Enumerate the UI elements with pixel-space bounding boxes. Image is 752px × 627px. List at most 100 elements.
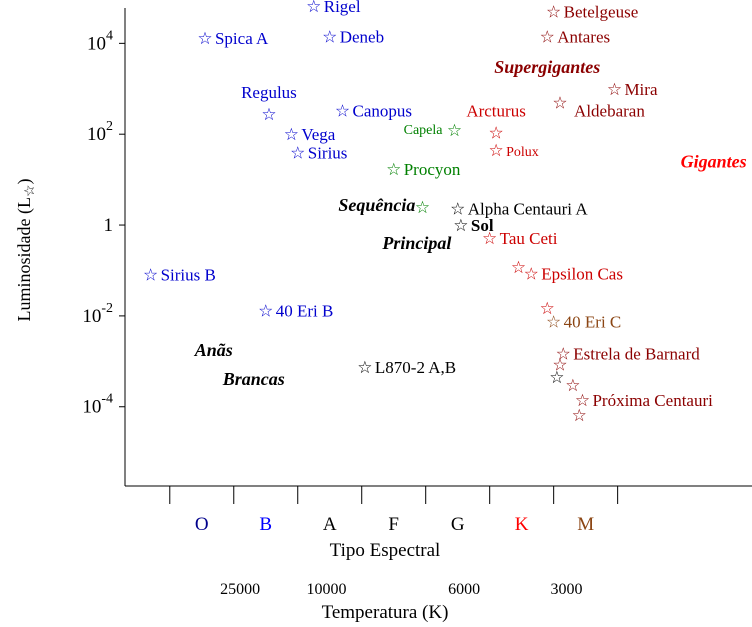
star-label: Antares [557,28,610,47]
star-label: Betelgeuse [564,3,639,22]
star-icon: ☆ [322,28,337,47]
star-icon: ☆ [607,80,622,99]
star-icon: ☆ [511,258,526,277]
star-icon: ☆ [335,102,350,121]
region-label: Anãs [194,340,233,360]
star-point: ☆ Sirius [290,143,347,162]
star-point: ☆ Vega [284,125,336,144]
star-point: ☆ Deneb [322,28,384,47]
star-point: ☆ Mira [607,80,658,99]
star-icon: ☆ [415,198,430,217]
star-icon: ☆ [540,299,555,318]
star-point: ☆Capela [404,121,463,140]
star-icon: ☆ [575,391,590,410]
star-icon: ☆ [565,376,580,395]
star-point: ☆ Sol [453,216,494,235]
star-icon: ☆ [258,302,273,321]
star-label: Spica A [215,29,269,48]
bottom-axis-labels: O B A F G K M 25000 10000 6000 3000 [169,486,619,598]
star-point: ☆ Procyon [386,160,461,179]
star-point: ☆ [415,198,430,217]
temperature-tick-label: 10000 [307,581,347,598]
star-point: ☆ Sirius B [143,265,216,284]
star-icon: ☆ [552,93,567,112]
star-label: Polux [506,145,539,160]
star-point: ☆ 40 Eri B [258,302,333,321]
spectral-class-label: K [515,514,529,535]
star-icon: ☆ [552,356,567,375]
star-point: ☆ Alpha Centauri A [450,200,588,219]
star-point: ☆ Antares [540,28,611,47]
star-icon: ☆ [197,29,212,48]
star-label: Aldebaran [574,101,645,120]
star-icon: ☆ [546,3,561,22]
star-label: 40 Eri C [564,313,622,332]
star-label: Sirius [308,143,348,162]
star-icon: ☆ [306,0,321,16]
sun-icon: ☆ [23,184,38,197]
star-point: ☆ [511,258,526,277]
star-label: 40 Eri B [276,302,334,321]
star-label: Estrela de Barnard [573,344,700,363]
star-point: ☆ Próxima Centauri [575,391,713,410]
star-label: Canopus [353,102,413,121]
star-label: Sol [471,216,494,235]
region-label: Sequência [338,195,415,215]
star-point: ☆ [540,299,555,318]
star-point: ☆ Canopus [335,102,412,121]
star-label: Mira [624,80,658,99]
tick-marks: 104 102 1 10-2 10-4 [82,28,125,418]
star-label: Próxima Centauri [592,391,713,410]
star-label: Tau Ceti [500,229,558,248]
star-icon: ☆ [453,216,468,235]
star-label: Vega [301,125,335,144]
star-point: ☆ Aldebaran [552,93,645,120]
star-point: ☆ Polux [488,141,538,160]
spectral-class-label: B [259,514,272,535]
spectral-class-label: A [323,514,337,535]
star-point: ☆ [549,368,564,387]
y-axis-label-close: ) [14,178,35,184]
spectral-class-label: M [577,514,594,535]
spectral-class-label: F [388,514,399,535]
star-point: ☆ Arcturus [466,101,525,142]
star-point: ☆ [565,376,580,395]
y-tick-label: 10-2 [82,301,113,327]
y-axis-label-text: Luminosidade (L [14,197,35,321]
region-label: Supergigantes [494,57,600,77]
star-icon: ☆ [488,141,503,160]
star-icon: ☆ [546,313,561,332]
star-label: Procyon [404,160,461,179]
star-point: ☆ L870-2 A,B [357,358,456,377]
star-icon: ☆ [572,406,587,425]
star-point: ☆ Spica A [197,29,269,48]
region-labels: Supergigantes Gigantes Sequência Principal A… [194,57,747,389]
y-tick-label: 104 [87,28,113,54]
x-axis-label: Tipo Espectral [330,540,441,561]
star-icon: ☆ [386,160,401,179]
star-label: Rigel [324,0,361,16]
star-point: ☆ Tau Ceti [482,229,558,248]
star-label: Deneb [340,28,384,47]
region-label: Principal [381,233,451,253]
y-axis-label: Luminosidade (L☆) [14,178,38,321]
star-icon: ☆ [556,344,571,363]
spectral-class-label: O [195,514,209,535]
star-label: Capela [404,123,444,138]
star-label: Alpha Centauri A [468,200,589,219]
star-icon: ☆ [549,368,564,387]
star-point: ☆ [552,356,567,375]
star-icon: ☆ [482,229,497,248]
region-label: Gigantes [681,152,747,172]
star-point: ☆ Betelgeuse [546,3,638,22]
star-point: ☆ 40 Eri C [546,313,621,332]
star-point: ☆ Regulus [241,83,297,124]
star-icon: ☆ [290,143,305,162]
star-label: L870-2 A,B [375,358,456,377]
star-icon: ☆ [357,358,372,377]
star-icon: ☆ [540,28,555,47]
temperature-tick-label: 3000 [550,581,582,598]
region-label: Brancas [222,369,285,389]
star-icon: ☆ [143,265,158,284]
